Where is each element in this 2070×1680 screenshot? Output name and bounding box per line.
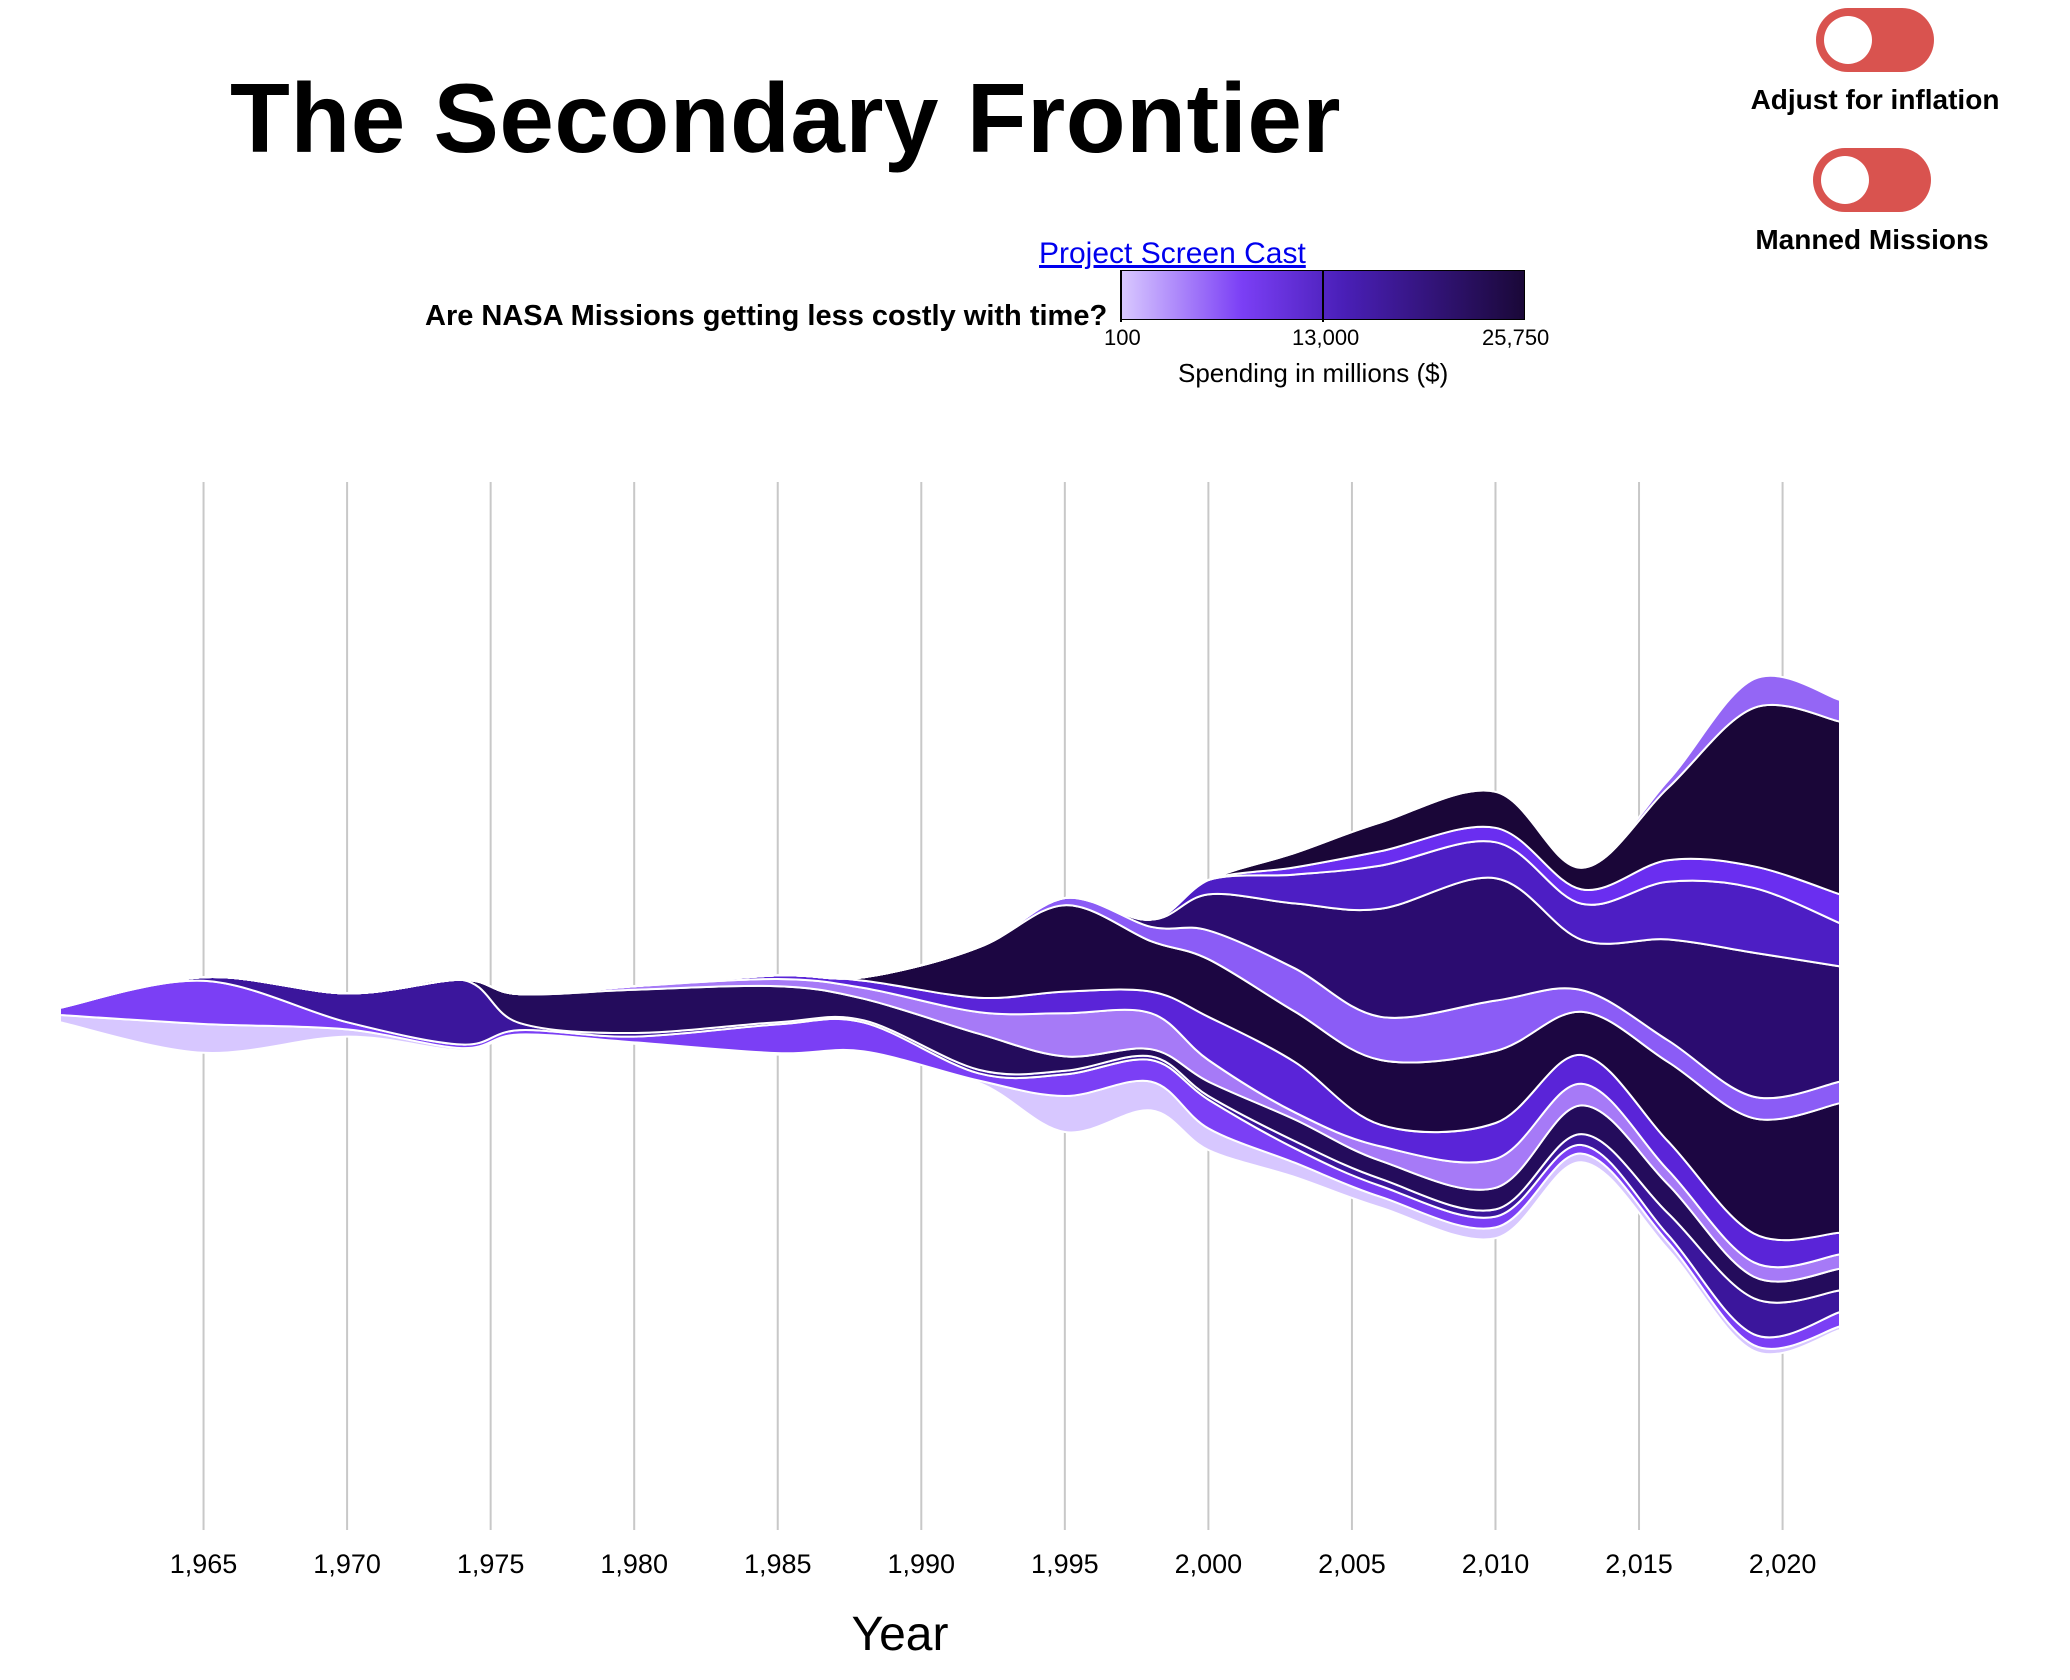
streamgraph-chart: 1,965 1,970 1,975 1,980 1,985 1,990 1,995 2,000… <box>59 482 1841 1661</box>
legend-tick-min <box>1120 270 1122 322</box>
legend-tick-mid <box>1322 270 1324 322</box>
color-legend: 100 13,000 25,750 Spending in millions (… <box>1104 270 1549 388</box>
x-tick-label: 1,970 <box>313 1549 381 1579</box>
x-tick-label: 1,965 <box>170 1549 238 1579</box>
x-tick-label: 1,980 <box>600 1549 668 1579</box>
x-tick-label: 1,975 <box>457 1549 525 1579</box>
toggle-knob <box>1821 156 1869 204</box>
legend-min-label: 100 <box>1104 325 1141 350</box>
manned-missions-toggle[interactable] <box>1813 148 1931 212</box>
page-title: The Secondary Frontier <box>230 63 1342 173</box>
x-axis: 1,965 1,970 1,975 1,980 1,985 1,990 1,995 2,000… <box>170 1549 1817 1579</box>
x-axis-title: Year <box>852 1608 949 1661</box>
manned-toggle-label: Manned Missions <box>1755 224 1989 255</box>
legend-title: Spending in millions ($) <box>1178 358 1449 388</box>
x-tick-label: 2,015 <box>1605 1549 1673 1579</box>
legend-max-label: 25,750 <box>1482 325 1550 350</box>
legend-mid-label: 13,000 <box>1292 325 1360 350</box>
inflation-toggle[interactable] <box>1816 8 1934 72</box>
x-tick-label: 1,995 <box>1031 1549 1099 1579</box>
x-tick-label: 2,005 <box>1318 1549 1386 1579</box>
stream-layers <box>59 674 1841 1356</box>
inflation-toggle-group: Adjust for inflation <box>1725 8 2025 116</box>
x-tick-label: 2,000 <box>1175 1549 1243 1579</box>
stream-layer-13[interactable] <box>59 674 1841 1009</box>
x-tick-label: 1,990 <box>888 1549 956 1579</box>
x-tick-label: 1,985 <box>744 1549 812 1579</box>
inflation-toggle-label: Adjust for inflation <box>1750 84 2000 115</box>
x-tick-label: 2,010 <box>1462 1549 1530 1579</box>
screencast-link[interactable]: Project Screen Cast <box>1039 237 1306 270</box>
x-tick-label: 2,020 <box>1749 1549 1817 1579</box>
toggle-knob <box>1824 16 1872 64</box>
page-question: Are NASA Missions getting less costly wi… <box>425 300 1108 332</box>
manned-toggle-group: Manned Missions <box>1722 148 2022 256</box>
